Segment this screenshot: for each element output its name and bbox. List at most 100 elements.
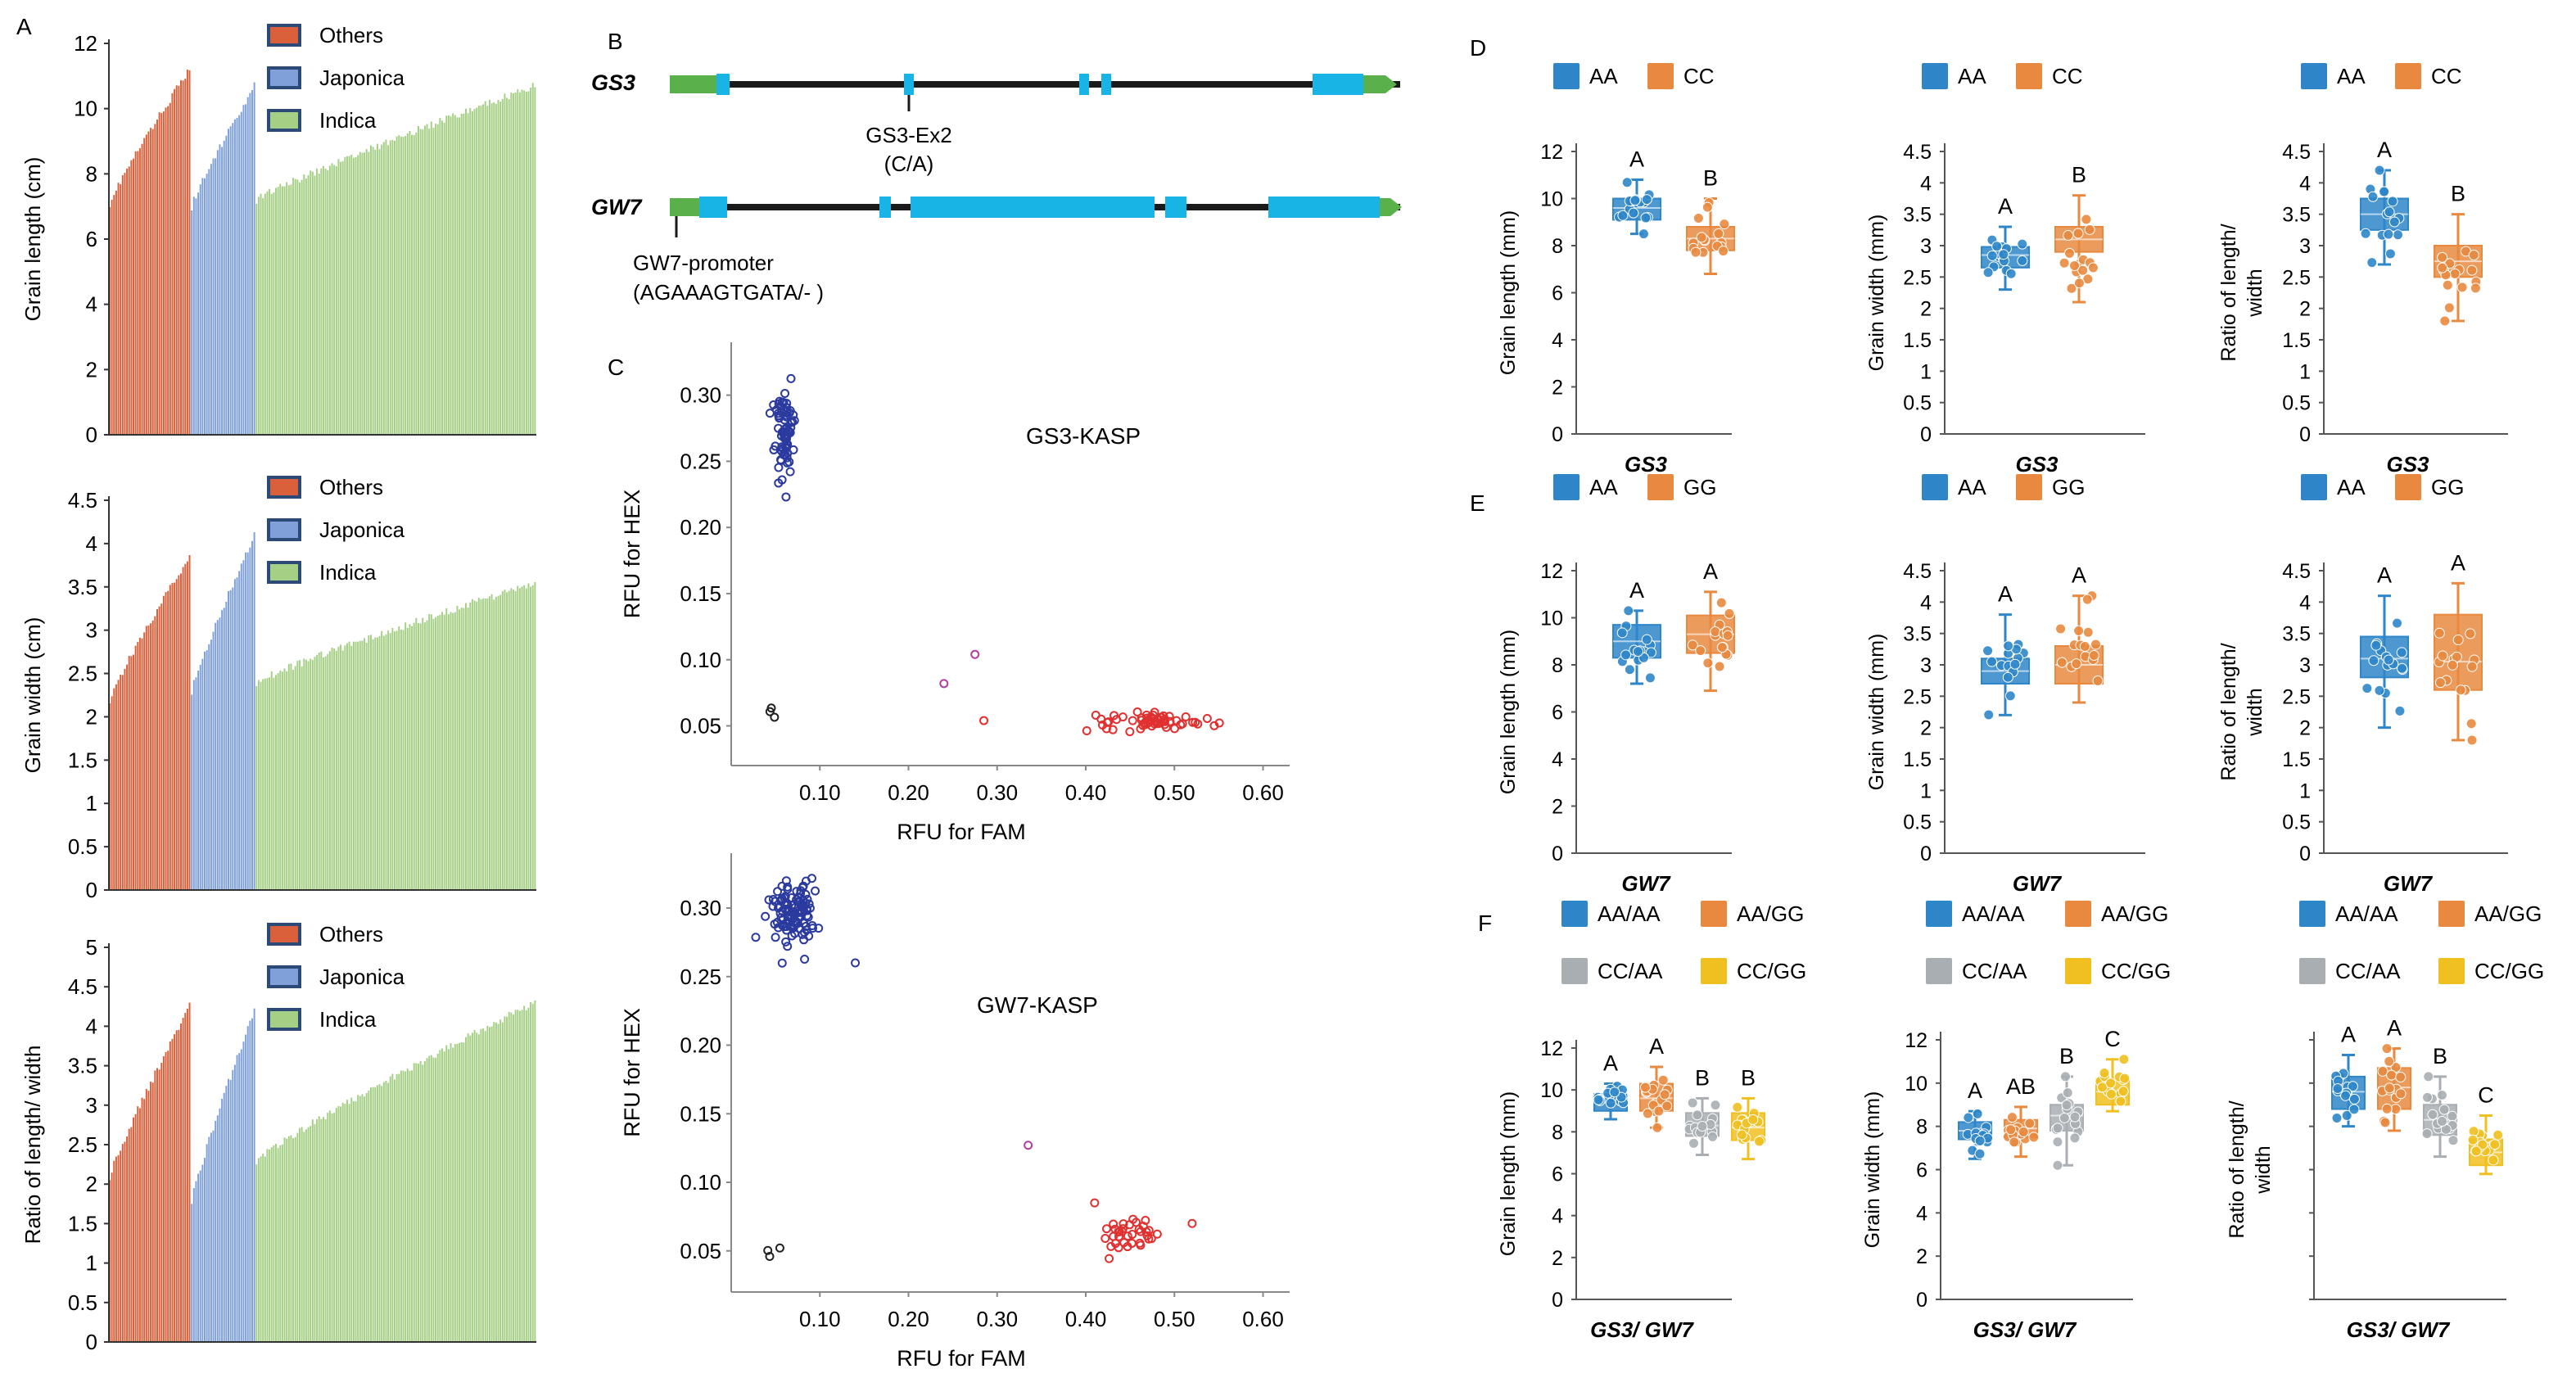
box-point <box>2470 1145 2482 1157</box>
bar <box>121 675 124 890</box>
y-tick-label: 1 <box>2299 779 2311 802</box>
scatter-point <box>804 899 814 909</box>
y-tick-label: 0.15 <box>680 581 721 606</box>
bar <box>490 594 493 890</box>
bar <box>398 626 400 890</box>
bar <box>482 104 485 435</box>
box-point <box>2068 260 2080 272</box>
scatter-point <box>1188 717 1198 727</box>
bar <box>331 1113 333 1342</box>
y-tick-label: 6 <box>86 227 97 251</box>
bar <box>316 655 319 890</box>
bar <box>493 599 495 890</box>
bar <box>418 622 419 890</box>
box-point <box>2377 1065 2388 1077</box>
bar <box>151 1082 154 1342</box>
scatter-point <box>781 876 791 886</box>
scatter-point <box>1109 1219 1119 1229</box>
y-tick-label: 3 <box>86 618 97 643</box>
scatter-point <box>751 933 761 942</box>
bar <box>232 123 234 435</box>
box-point <box>2348 1093 2360 1105</box>
scatter-point <box>777 442 787 452</box>
bar <box>423 1060 426 1342</box>
bar <box>499 1019 502 1342</box>
bar <box>467 1033 469 1342</box>
panel-letter-D: D <box>1470 35 1486 61</box>
significance-letter: A <box>1703 559 1718 584</box>
y-tick-label: 0.05 <box>680 714 721 739</box>
y-tick-label: 8 <box>1916 1116 1927 1139</box>
bar <box>436 1053 439 1342</box>
significance-letter: B <box>2433 1044 2447 1069</box>
bar <box>328 1110 331 1342</box>
gw7-exon-5 <box>1268 197 1380 218</box>
box-point <box>1644 672 1656 684</box>
box-point <box>2003 640 2014 652</box>
bar <box>188 1002 191 1342</box>
bar <box>275 1143 277 1342</box>
bar <box>428 129 431 436</box>
y-tick-label: 0.5 <box>68 1290 97 1315</box>
gene-structure-gw7: GW7 GW7-promoter (AGAAAGTGATA/- ) <box>591 195 1402 305</box>
bar <box>374 637 377 890</box>
bar <box>452 113 454 435</box>
box-point <box>1657 1074 1669 1086</box>
bar <box>115 1156 117 1342</box>
legend-swatch <box>1561 958 1588 984</box>
scatter-point <box>783 882 793 892</box>
box-point <box>2467 1134 2479 1145</box>
bar <box>266 191 269 435</box>
bar <box>299 182 301 435</box>
box-point <box>2090 639 2101 650</box>
scatter-point <box>764 895 774 905</box>
bar <box>240 563 242 890</box>
bar <box>130 160 133 435</box>
y-tick-label: 6 <box>1916 1159 1927 1182</box>
box-point <box>2437 262 2448 273</box>
bar <box>404 622 407 890</box>
bar <box>376 143 378 436</box>
bar <box>228 590 229 890</box>
bar <box>292 1138 295 1342</box>
box-point <box>2381 1103 2393 1114</box>
gw7-exon-1 <box>699 197 727 218</box>
box-point <box>1718 246 1729 257</box>
bar <box>409 1070 411 1342</box>
y-tick-label: 0.5 <box>1903 811 1932 834</box>
box-point <box>2061 1100 2072 1111</box>
bar <box>206 650 208 890</box>
bar <box>376 1085 378 1342</box>
bar <box>141 143 143 435</box>
bar <box>495 597 497 890</box>
bar <box>525 92 527 436</box>
legend-label: CC/AA <box>1962 959 2027 983</box>
bar <box>413 622 415 890</box>
bar <box>445 1045 448 1342</box>
scatter-point <box>1114 1227 1123 1237</box>
bar <box>506 592 508 890</box>
box-point <box>2009 658 2021 670</box>
bar <box>435 1057 437 1342</box>
scatter-point <box>970 649 980 659</box>
box-point <box>1692 1109 1703 1121</box>
bar <box>204 178 206 436</box>
bar <box>133 158 134 435</box>
scatter-point <box>1114 1231 1123 1241</box>
bar <box>394 140 395 435</box>
scatter-point <box>774 478 784 488</box>
bar <box>156 1068 158 1342</box>
gs3-exon-5 <box>1313 74 1363 95</box>
bar <box>296 1132 299 1342</box>
significance-letter: B <box>1741 1065 1756 1090</box>
legend-label: CC <box>1683 64 1715 88</box>
bar <box>253 1008 255 1342</box>
bar <box>266 678 269 890</box>
bar <box>290 184 292 436</box>
legend-swatch <box>1647 63 1674 89</box>
bar <box>463 1042 465 1342</box>
significance-letter: B <box>1703 166 1718 191</box>
box-point <box>2492 1129 2504 1141</box>
box-point <box>2470 282 2481 294</box>
bar <box>480 1028 482 1342</box>
